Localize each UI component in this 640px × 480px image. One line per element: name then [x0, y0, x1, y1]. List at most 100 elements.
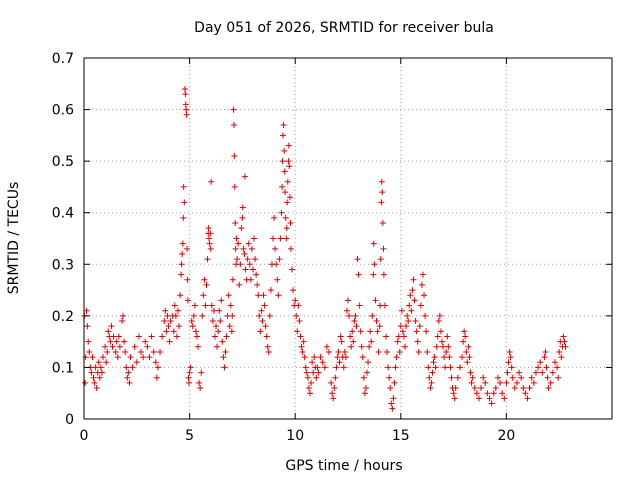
data-point — [125, 369, 132, 376]
data-point — [242, 266, 249, 273]
data-point — [215, 328, 222, 335]
data-point — [321, 364, 328, 371]
data-point — [450, 390, 457, 397]
data-point — [328, 379, 335, 386]
data-point — [182, 101, 189, 108]
data-point — [416, 323, 423, 330]
data-point — [172, 312, 179, 319]
data-point — [358, 343, 365, 350]
data-point — [241, 250, 248, 257]
data-point — [229, 276, 236, 283]
data-point — [274, 276, 281, 283]
data-point — [283, 235, 290, 242]
data-point — [434, 333, 441, 340]
data-point — [170, 328, 177, 335]
data-point — [277, 235, 284, 242]
data-point — [275, 292, 282, 299]
data-point — [452, 385, 459, 392]
data-point — [96, 374, 103, 381]
data-point — [276, 256, 283, 263]
data-point — [421, 292, 428, 299]
data-point — [409, 287, 416, 294]
data-point — [138, 348, 145, 355]
data-point — [286, 163, 293, 170]
y-tick-label: 0 — [65, 412, 74, 428]
data-point — [435, 318, 442, 325]
data-point — [391, 379, 398, 386]
data-point — [232, 245, 239, 252]
data-point — [241, 173, 248, 180]
data-point — [402, 343, 409, 350]
data-point — [520, 385, 527, 392]
data-point — [166, 338, 173, 345]
data-point — [146, 354, 153, 361]
data-point — [411, 297, 418, 304]
data-point — [370, 240, 377, 247]
data-point — [238, 225, 245, 232]
data-point — [367, 328, 374, 335]
data-point — [284, 199, 291, 206]
data-point — [246, 261, 253, 268]
data-point — [148, 333, 155, 340]
data-point — [503, 379, 510, 386]
data-point — [303, 369, 310, 376]
data-point — [315, 369, 322, 376]
data-point — [501, 395, 508, 402]
data-point — [352, 312, 359, 319]
data-point — [192, 328, 199, 335]
data-point — [348, 343, 355, 350]
data-point — [208, 178, 215, 185]
data-point — [359, 354, 366, 361]
data-point — [281, 168, 288, 175]
data-point — [463, 348, 470, 355]
data-point — [542, 348, 549, 355]
data-point — [121, 338, 128, 345]
data-point — [184, 245, 191, 252]
data-point — [260, 292, 267, 299]
data-point — [113, 338, 120, 345]
data-point — [279, 158, 286, 165]
data-point — [309, 359, 316, 366]
data-point — [389, 405, 396, 412]
data-point — [387, 385, 394, 392]
data-point — [135, 333, 142, 340]
data-point — [313, 374, 320, 381]
data-point — [173, 333, 180, 340]
data-point — [157, 348, 164, 355]
data-point — [338, 338, 345, 345]
data-point — [270, 235, 277, 242]
data-point — [207, 230, 214, 237]
data-point — [333, 364, 340, 371]
data-point — [311, 354, 318, 361]
data-point — [405, 318, 412, 325]
data-point — [211, 333, 218, 340]
data-point — [152, 359, 159, 366]
data-point — [369, 312, 376, 319]
data-point — [176, 323, 183, 330]
data-point — [154, 364, 161, 371]
data-point — [356, 302, 363, 309]
data-point — [319, 359, 326, 366]
data-point — [384, 348, 391, 355]
data-point — [266, 312, 273, 319]
data-point — [383, 333, 390, 340]
data-point — [297, 333, 304, 340]
data-point — [403, 323, 410, 330]
data-point — [287, 245, 294, 252]
data-point — [281, 147, 288, 154]
data-point — [509, 374, 516, 381]
marks-layer — [81, 85, 569, 412]
data-point — [88, 369, 95, 376]
data-point — [361, 390, 368, 397]
data-point — [549, 369, 556, 376]
data-point — [413, 328, 420, 335]
data-point — [248, 245, 255, 252]
data-point — [323, 343, 330, 350]
data-point — [102, 343, 109, 350]
data-point — [518, 374, 525, 381]
data-point — [381, 302, 388, 309]
data-point — [410, 276, 417, 283]
data-point — [429, 369, 436, 376]
data-point — [287, 220, 294, 227]
data-point — [234, 256, 241, 263]
